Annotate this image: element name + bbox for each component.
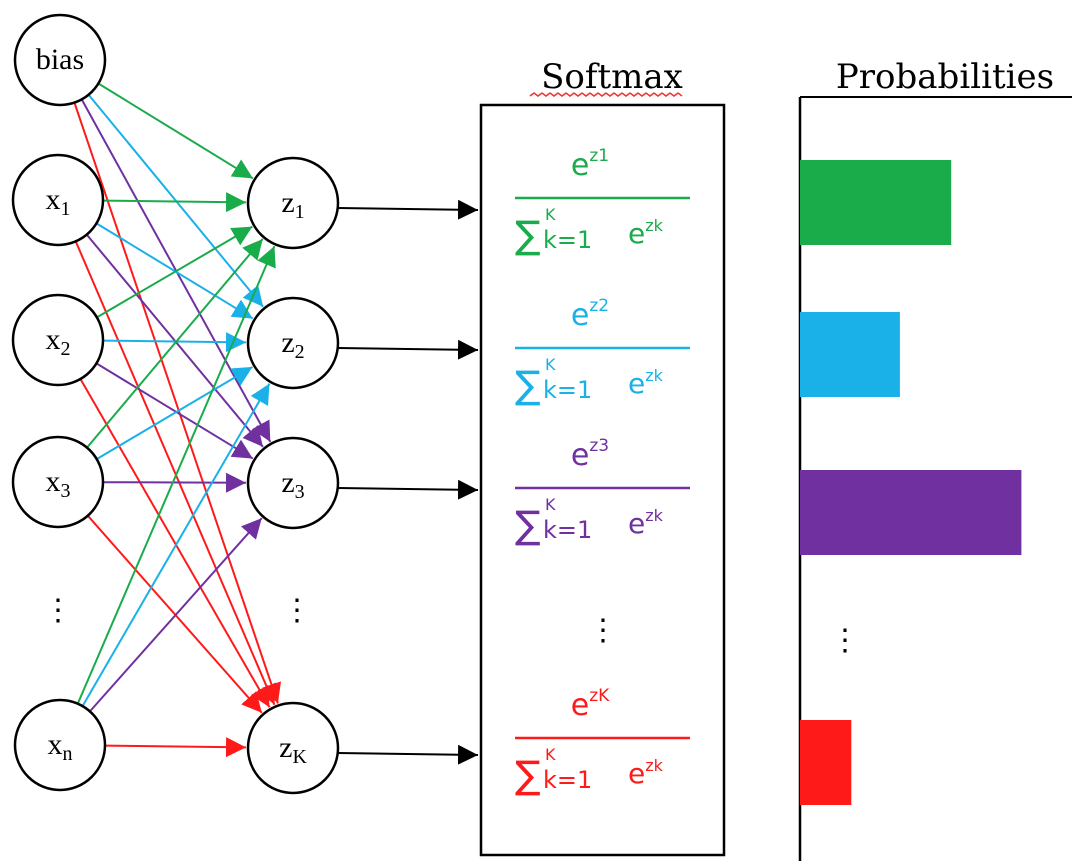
sum-symbol: ∑: [515, 503, 541, 547]
output-node-2-label: z3: [281, 466, 304, 503]
arrow-to-softmax-3: [337, 744, 479, 765]
input-nodes: bias x1 x2 x3 xn: [11, 13, 107, 792]
softmax-ellipsis: ⋮: [588, 613, 618, 648]
output-node-2: z3: [246, 436, 340, 530]
input-node-3-label: x3: [46, 465, 71, 502]
numerator: ez1: [571, 146, 609, 183]
sum-symbol: ∑: [515, 753, 541, 797]
edge-input-3-to-output-2: [102, 472, 247, 493]
numerator: ez3: [571, 436, 609, 473]
softmax-box: [479, 103, 726, 857]
output-to-softmax-arrows: [337, 199, 479, 765]
probability-bar-3: [800, 720, 852, 805]
edge-input-2-to-output-1: [102, 332, 247, 353]
softmax-formula-1: ez2 ∑ Kk=1 ezk: [515, 296, 690, 407]
input-node-0-circle: [13, 13, 107, 107]
input-node-4: xn: [13, 698, 107, 792]
sum-symbol: ∑: [515, 363, 541, 407]
arrow-to-softmax-0: [337, 199, 479, 220]
probabilities-ellipsis: ⋮: [830, 623, 860, 658]
output-node-3: zK: [246, 701, 340, 795]
sum-symbol: ∑: [515, 213, 541, 257]
probability-bar-0: [800, 160, 952, 245]
edge-input-0-to-output-0: [97, 82, 254, 180]
probabilities-title: Probabilities: [836, 57, 1054, 97]
connection-edges: [73, 82, 281, 758]
output-node-2-circle: [246, 436, 340, 530]
input-node-4-label: xn: [48, 728, 73, 765]
denominator-term: ezk: [628, 756, 664, 790]
input-node-3-circle: [11, 435, 105, 529]
denominator-term: ezk: [628, 366, 664, 400]
sum-lower: k=1: [543, 766, 592, 794]
input-node-1-label: x1: [46, 183, 71, 220]
edge-input-0-to-output-3: [73, 102, 281, 704]
output-node-1-circle: [246, 296, 340, 390]
input-node-3: x3: [11, 435, 105, 529]
numerator: ezK: [571, 686, 610, 723]
edge-input-1-to-output-3: [74, 240, 276, 706]
sum-upper: K: [545, 205, 556, 224]
edge-input-3-to-output-3: [87, 515, 263, 714]
sum-upper: K: [545, 355, 556, 374]
input-node-1: x1: [11, 153, 105, 247]
input-node-2: x2: [11, 293, 105, 387]
probability-bar-1: [800, 312, 900, 397]
edge-input-2-to-output-0: [96, 225, 253, 319]
output-node-0-label: z1: [281, 186, 304, 223]
input-node-0: bias: [13, 13, 107, 107]
input-node-0-label: bias: [36, 43, 84, 76]
input-node-2-label: x2: [46, 323, 71, 360]
edge-input-4-to-output-2: [89, 517, 263, 713]
sum-upper: K: [545, 495, 556, 514]
sum-upper: K: [545, 745, 556, 764]
inputs-ellipsis: ⋮: [43, 593, 73, 628]
arrow-to-softmax-2: [337, 479, 479, 500]
sum-lower: k=1: [543, 516, 592, 544]
input-node-4-circle: [13, 698, 107, 792]
denominator-term: ezk: [628, 216, 664, 250]
input-node-1-circle: [11, 153, 105, 247]
arrow-to-softmax-1: [337, 339, 479, 360]
edge-input-2-to-output-2: [95, 362, 254, 460]
sum-lower: k=1: [543, 226, 592, 254]
input-node-2-circle: [11, 293, 105, 387]
denominator-term: ezk: [628, 506, 664, 540]
sum-lower: k=1: [543, 376, 592, 404]
output-node-3-label: zK: [279, 731, 307, 768]
numerator: ez2: [571, 296, 609, 333]
output-node-1: z2: [246, 296, 340, 390]
softmax-title: Softmax: [541, 57, 683, 97]
edge-input-2-to-output-3: [79, 378, 271, 708]
softmax-formula-2: ez3 ∑ Kk=1 ezk: [515, 436, 690, 547]
output-node-0: z1: [246, 156, 340, 250]
edge-input-4-to-output-1: [81, 383, 271, 707]
probability-bar-2: [800, 470, 1022, 555]
edge-input-3-to-output-1: [96, 366, 254, 460]
edge-input-1-to-output-0: [102, 192, 247, 213]
output-node-3-circle: [246, 701, 340, 795]
output-node-0-circle: [246, 156, 340, 250]
output-nodes: z1 z2 z3 zK: [246, 156, 340, 795]
softmax-formula-3: ezK ∑ Kk=1 ezk: [515, 686, 690, 797]
probability-bars: [800, 160, 1022, 805]
spellcheck-underline: [529, 92, 683, 97]
edge-input-4-to-output-3: [104, 737, 247, 758]
output-node-1-label: z2: [281, 326, 304, 363]
edge-input-3-to-output-0: [86, 238, 264, 449]
outputs-ellipsis: ⋮: [282, 593, 312, 628]
softmax-formula-0: ez1 ∑ Kk=1 ezk: [515, 146, 690, 257]
edge-input-4-to-output-0: [76, 245, 276, 705]
